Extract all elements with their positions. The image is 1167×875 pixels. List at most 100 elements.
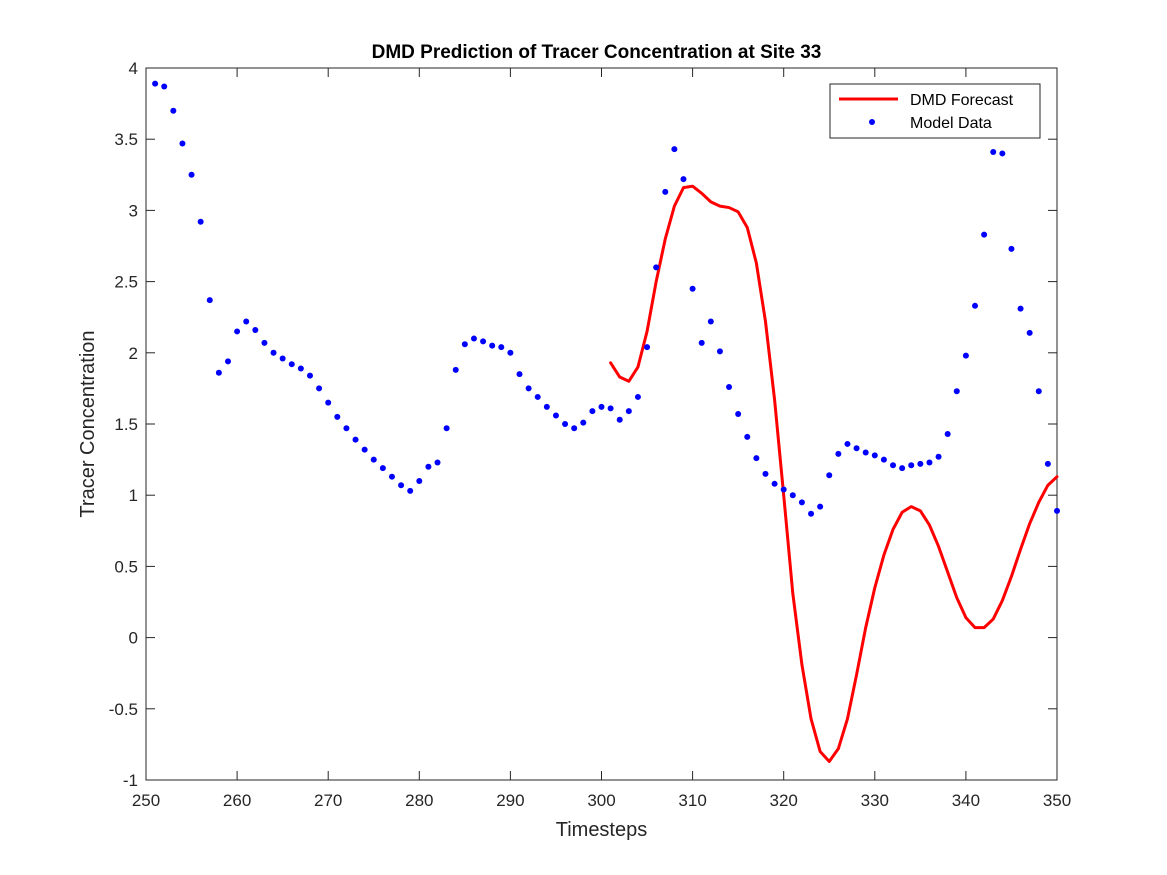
y-tick-label: 2 bbox=[129, 344, 138, 363]
x-tick-label: 280 bbox=[405, 791, 433, 810]
model-data-point bbox=[962, 352, 969, 359]
model-data-point bbox=[161, 83, 168, 90]
series-layer bbox=[152, 80, 1060, 763]
x-tick-label: 330 bbox=[861, 791, 889, 810]
model-data-point bbox=[170, 107, 177, 114]
model-data-point bbox=[972, 302, 979, 309]
model-data-point bbox=[316, 385, 323, 392]
model-data-point bbox=[261, 339, 268, 346]
y-tick-label: 1.5 bbox=[114, 415, 138, 434]
model-data-point bbox=[798, 499, 805, 506]
y-axis-ticks: -1 -0.5 0 0.5 1 1.5 2 2.5 3 3.5 4 bbox=[109, 59, 1057, 790]
plot-area: 250 260 270 280 290 300 310 320 330 340 350 -1-0.5… bbox=[109, 59, 1071, 810]
model-data-point bbox=[507, 349, 514, 356]
model-data-point bbox=[780, 486, 787, 493]
model-data-point bbox=[470, 335, 477, 342]
model-data-point bbox=[981, 231, 988, 238]
model-data-point bbox=[525, 385, 532, 392]
x-axis-title: Timesteps bbox=[556, 819, 648, 841]
model-data-point bbox=[644, 344, 651, 351]
model-data-point bbox=[224, 358, 231, 365]
model-data-point bbox=[598, 403, 605, 410]
model-data-point bbox=[297, 365, 304, 372]
model-data-point bbox=[215, 369, 222, 376]
y-tick-label: 3 bbox=[129, 201, 138, 220]
legend-label-dmd-forecast: DMD Forecast bbox=[910, 92, 1014, 109]
model-data-point bbox=[1026, 329, 1033, 336]
model-data-point bbox=[197, 218, 204, 225]
model-data-point bbox=[498, 344, 505, 351]
x-tick-label: 350 bbox=[1043, 791, 1071, 810]
model-data-point bbox=[953, 388, 960, 395]
model-data-point bbox=[789, 492, 796, 499]
model-data-point bbox=[634, 393, 641, 400]
model-data-point bbox=[607, 405, 614, 412]
x-tick-label: 250 bbox=[132, 791, 160, 810]
model-data-point bbox=[871, 452, 878, 459]
model-data-point bbox=[735, 411, 742, 418]
model-data-point bbox=[944, 430, 951, 437]
model-data-point bbox=[325, 399, 332, 406]
model-data-point bbox=[908, 462, 915, 469]
model-data-point bbox=[562, 421, 569, 427]
y-tick-label: 1 bbox=[129, 486, 138, 505]
model-data-point bbox=[516, 371, 523, 378]
model-data-point bbox=[1017, 305, 1024, 312]
y-tick-label: 3.5 bbox=[114, 130, 138, 149]
model-data-point bbox=[817, 503, 824, 510]
model-data-point bbox=[808, 510, 815, 517]
chart-title: DMD Prediction of Tracer Concentration a… bbox=[372, 42, 822, 63]
model-data-point bbox=[926, 459, 933, 466]
model-data-point bbox=[388, 473, 395, 480]
model-data-point bbox=[1035, 388, 1042, 395]
model-data-point bbox=[835, 450, 842, 457]
model-data-point bbox=[370, 456, 377, 463]
model-data-point bbox=[270, 349, 277, 356]
model-data-point bbox=[461, 341, 468, 348]
y-tick-label: 0.5 bbox=[114, 557, 138, 576]
model-data-point bbox=[853, 445, 860, 452]
x-tick-label: 290 bbox=[496, 791, 524, 810]
model-data-point bbox=[179, 140, 186, 147]
model-data-point bbox=[288, 361, 295, 368]
model-data-point bbox=[489, 342, 496, 349]
model-data-point bbox=[1008, 245, 1015, 252]
model-data-point bbox=[206, 297, 213, 304]
x-tick-label: 310 bbox=[678, 791, 706, 810]
model-data-point bbox=[726, 383, 733, 390]
model-data-point bbox=[534, 393, 541, 400]
x-tick-label: 300 bbox=[587, 791, 615, 810]
model-data-point bbox=[379, 465, 386, 472]
model-data-point bbox=[434, 459, 441, 466]
model-data-point bbox=[416, 477, 423, 484]
model-data-point bbox=[653, 264, 660, 271]
model-data-point bbox=[443, 425, 450, 432]
model-data-point bbox=[343, 425, 350, 432]
model-data-point bbox=[334, 413, 341, 420]
model-data-point bbox=[680, 176, 687, 183]
x-axis-ticks: 250 260 270 280 290 300 310 320 330 340 350 bbox=[132, 68, 1071, 810]
model-data-point bbox=[616, 416, 623, 423]
model-data-point bbox=[152, 80, 159, 87]
model-data-point bbox=[580, 419, 587, 426]
x-tick-label: 260 bbox=[223, 791, 251, 810]
legend-marker-swatch bbox=[869, 119, 875, 125]
model-data-point bbox=[862, 449, 869, 456]
model-data-point bbox=[352, 436, 359, 443]
model-data-point bbox=[899, 465, 906, 472]
model-data-point bbox=[625, 408, 632, 415]
model-data-point bbox=[480, 338, 487, 345]
y-tick-label: -0.5 bbox=[109, 700, 138, 719]
model-data-point bbox=[279, 355, 286, 362]
model-data-point bbox=[543, 403, 550, 410]
model-data-point bbox=[844, 440, 851, 447]
model-data-point bbox=[243, 318, 250, 325]
model-data-point bbox=[826, 472, 833, 479]
model-data-point bbox=[1044, 460, 1051, 467]
legend-label-model-data: Model Data bbox=[910, 115, 992, 132]
model-data-point bbox=[662, 188, 669, 195]
axes-box bbox=[145, 67, 1058, 781]
model-data-point bbox=[589, 408, 596, 415]
dmd-forecast-line bbox=[609, 184, 1059, 763]
x-tick-label: 270 bbox=[314, 791, 342, 810]
